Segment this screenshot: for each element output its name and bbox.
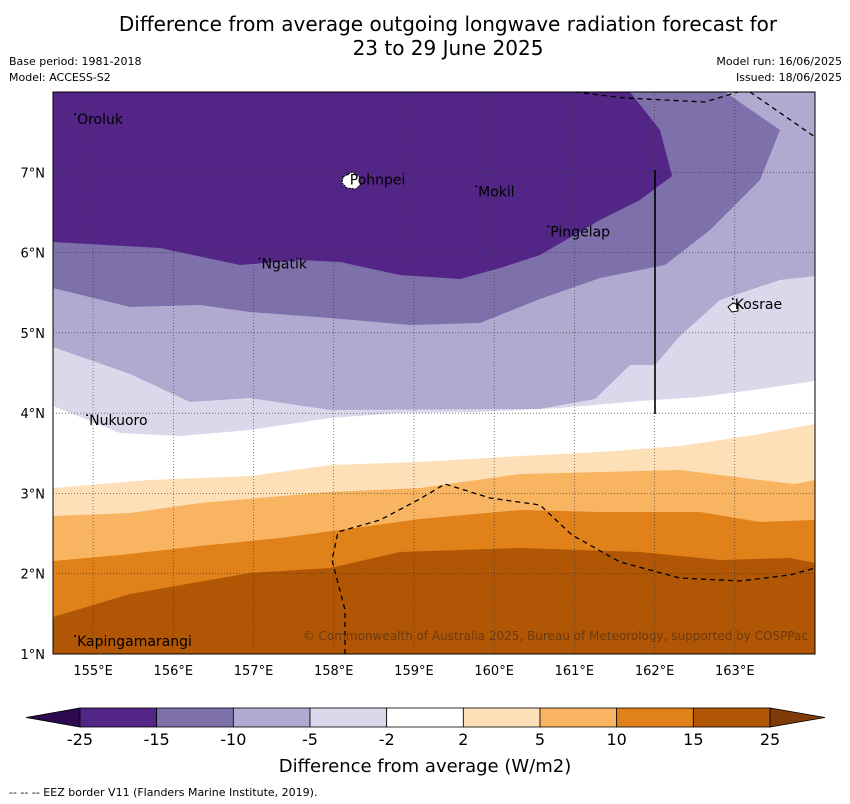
colorbar-tick-label: -10 — [220, 730, 246, 749]
colorbar-extend-high — [769, 707, 826, 728]
place-marker — [547, 225, 550, 228]
colorbar-segment — [462, 707, 541, 728]
place-marker — [74, 634, 77, 637]
y-tick-label: 5°N — [21, 327, 46, 342]
place-label: Kosrae — [735, 297, 782, 313]
footer-note: -- -- -- EEZ border V11 (Flanders Marine… — [9, 786, 318, 799]
colorbar-tick-label: 15 — [683, 730, 703, 749]
place-label: Pohnpei — [350, 172, 406, 188]
meta-left: Base period: 1981-2018 Model: ACCESS-S2 — [9, 54, 141, 86]
colorbar-tick-label: 25 — [760, 730, 780, 749]
place-label: Nukuoro — [89, 413, 147, 429]
place-label: Mokil — [478, 184, 515, 200]
colorbar-tick-label: -5 — [302, 730, 318, 749]
x-tick-label: 158°E — [314, 664, 354, 679]
x-tick-label: 161°E — [555, 664, 595, 679]
map-title: Difference from average outgoing longwav… — [0, 12, 850, 60]
y-tick-label: 2°N — [21, 568, 46, 583]
colorbar-segment — [692, 707, 771, 728]
place-label: Oroluk — [77, 112, 124, 128]
x-axis: 155°E 156°E 157°E 158°E 159°E 160°E 161°E 162°E… — [73, 664, 754, 679]
band-15-25 — [53, 548, 815, 654]
place-marker — [74, 113, 77, 116]
x-tick-label: 159°E — [394, 664, 434, 679]
map-frame — [52, 91, 816, 655]
model-name: Model: ACCESS-S2 — [9, 71, 111, 84]
colorbar-tick-label: 5 — [535, 730, 545, 749]
colorbar-label: Difference from average (W/m2) — [279, 756, 571, 777]
eez-border-south — [331, 483, 815, 654]
colorbar-tick-label: -25 — [67, 730, 93, 749]
colorbar-segment — [539, 707, 618, 728]
colorbar-tick-label: -2 — [379, 730, 395, 749]
colorbar-tick-label: 10 — [606, 730, 626, 749]
place-label: Ngatik — [262, 257, 308, 273]
colorbar-segment — [616, 707, 694, 728]
eez-border-north — [574, 92, 739, 103]
x-tick-label: 162°E — [635, 664, 675, 679]
base-period: Base period: 1981-2018 — [9, 55, 142, 68]
y-axis: 7°N 6°N 5°N 4°N 3°N 2°N 1°N — [21, 166, 46, 663]
colorbar: -25 -15 -10 -5 -2 2 5 10 15 25 — [25, 707, 826, 749]
place-label: Pingelap — [550, 225, 610, 241]
x-tick-label: 157°E — [234, 664, 274, 679]
colorbar-tick-label: -15 — [144, 730, 170, 749]
eez-border-northeast — [749, 92, 815, 138]
meta-right: Model run: 16/06/2025 Issued: 18/06/2025 — [716, 54, 842, 86]
y-tick-label: 1°N — [21, 648, 46, 663]
place-label: Kapingamarangi — [77, 634, 192, 650]
x-tick-label: 155°E — [73, 664, 113, 679]
graticule — [53, 92, 815, 654]
place-marker — [346, 173, 349, 176]
copyright-text: © Commonwealth of Australia 2025, Bureau… — [303, 629, 808, 643]
colorbar-tick-label: 2 — [458, 730, 468, 749]
colorbar-segment — [156, 707, 234, 728]
colorbar-segment — [79, 707, 158, 728]
model-run: Model run: 16/06/2025 — [716, 55, 842, 68]
issued-date: Issued: 18/06/2025 — [735, 71, 842, 84]
place-marker — [86, 414, 89, 417]
kosrae-outline — [727, 302, 739, 313]
island-outlines — [341, 171, 739, 313]
place-marker — [731, 297, 734, 300]
y-tick-label: 6°N — [21, 247, 46, 262]
x-tick-label: 160°E — [474, 664, 514, 679]
place-marker — [475, 185, 478, 188]
title-line-2: 23 to 29 June 2025 — [352, 36, 544, 60]
colorbar-segment — [232, 707, 311, 728]
colorbar-segment — [309, 707, 388, 728]
colorbar-extend-low — [25, 707, 81, 728]
x-tick-label: 163°E — [715, 664, 755, 679]
place-labels: Oroluk Pohnpei Mokil Pingelap Ngatik Kosrae Nu… — [74, 112, 782, 650]
band-neg15-neg25 — [53, 92, 672, 279]
pohnpei-outline — [341, 171, 362, 190]
x-tick-label: 156°E — [154, 664, 194, 679]
colorbar-segment — [386, 707, 464, 728]
y-tick-label: 4°N — [21, 407, 46, 422]
y-tick-label: 7°N — [21, 166, 46, 181]
y-tick-label: 3°N — [21, 487, 46, 502]
place-marker — [258, 257, 261, 260]
title-line-1: Difference from average outgoing longwav… — [118, 12, 778, 36]
anomaly-field — [53, 92, 815, 654]
eez-borders — [331, 92, 815, 654]
